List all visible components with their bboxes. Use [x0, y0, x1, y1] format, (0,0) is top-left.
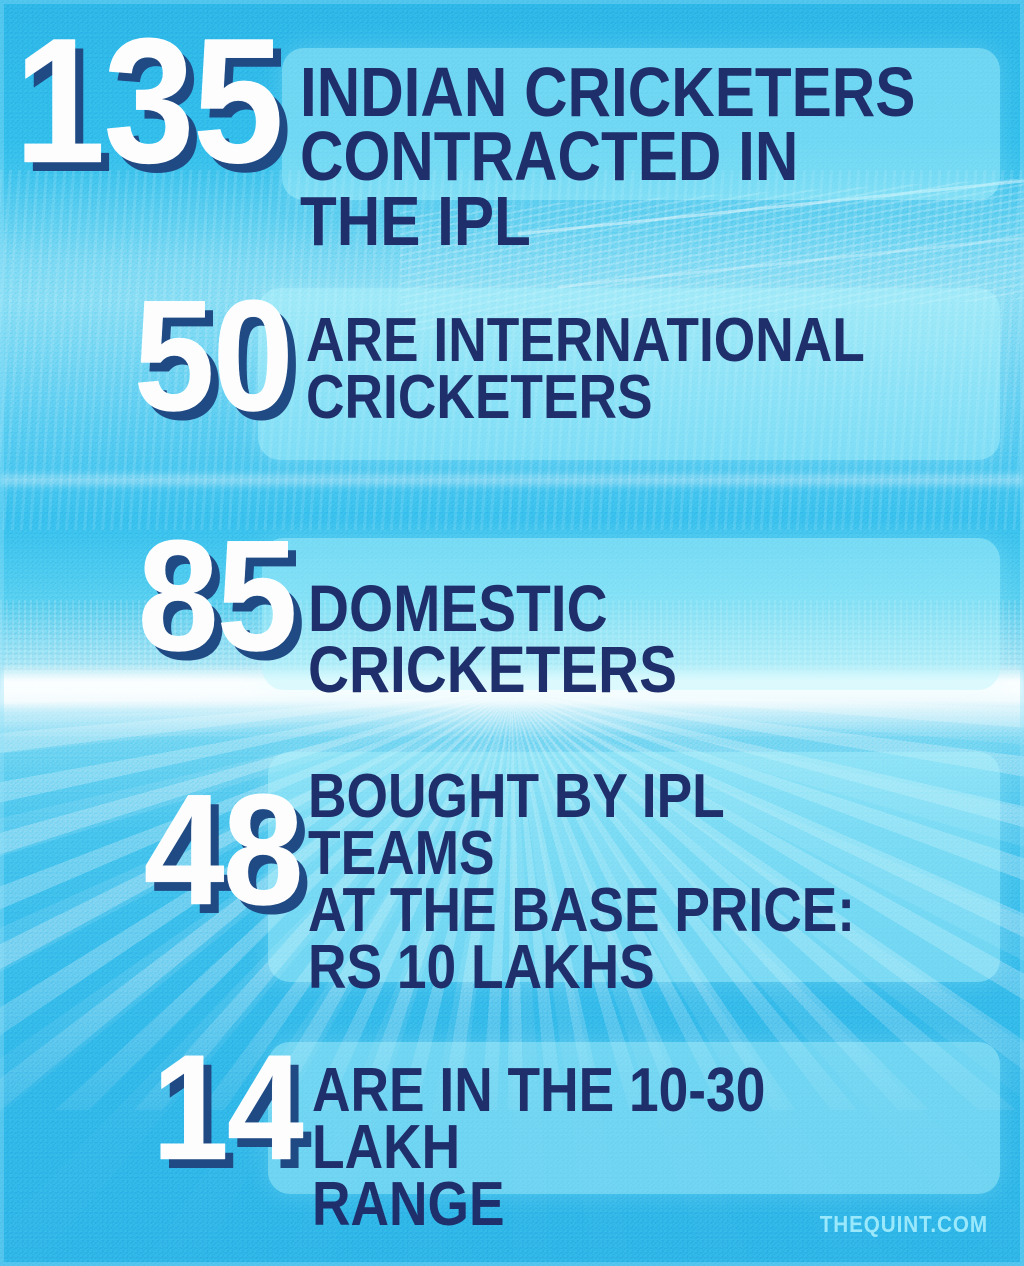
- stat-label-5: ARE IN THE 10-30 LAKH RANGE: [312, 1056, 766, 1240]
- source-watermark: THEQUINT.COM: [819, 1211, 988, 1237]
- stat-panel-3: [262, 538, 1000, 690]
- stadium-stand-texture: [0, 170, 1024, 530]
- stat-panel-4: [268, 752, 1000, 982]
- stat-number-2: 50: [133, 268, 294, 444]
- stat-label-1: INDIAN CRICKETERS CONTRACTED IN THE IPL: [300, 53, 916, 260]
- stat-number-1: 135: [14, 1, 284, 200]
- bottom-cyan-fade: [0, 966, 1024, 1266]
- stadium-crowd-texture: [0, 600, 1024, 670]
- stat-number-3: 85: [137, 508, 298, 684]
- stat-panel-1: [282, 48, 1000, 200]
- stadium-midfield-band: [0, 470, 1024, 490]
- stat-number-4: 48: [143, 762, 304, 938]
- stat-label-3: DOMESTIC CRICKETERS: [308, 571, 677, 706]
- stat-panel-2: [258, 288, 1000, 460]
- stat-label-4: BOUGHT BY IPL TEAMS AT THE BASE PRICE: R…: [308, 762, 856, 1003]
- stat-number-5: 14: [152, 1023, 304, 1191]
- stat-panel-5: [268, 1042, 1000, 1194]
- pitch-horizon-glow: [0, 664, 1024, 710]
- stat-label-2: ARE INTERNATIONAL CRICKETERS: [306, 306, 865, 433]
